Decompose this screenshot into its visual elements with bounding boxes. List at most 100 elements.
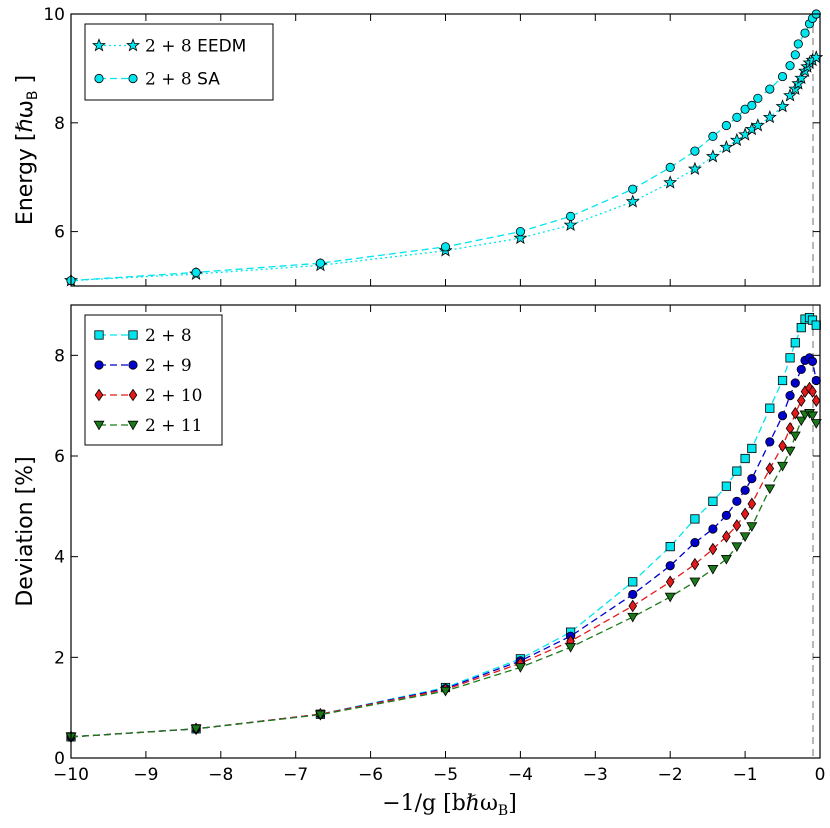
data-point [784, 446, 796, 457]
data-point [708, 524, 718, 534]
legend-box [84, 314, 223, 446]
data-point [777, 71, 788, 82]
data-point [732, 112, 742, 122]
data-point [708, 496, 718, 506]
data-point [625, 194, 640, 208]
data-point [794, 70, 809, 85]
data-point [777, 461, 789, 472]
data-point [690, 537, 700, 548]
data-point [790, 338, 800, 348]
panel-top: 6 8 10 Energy [ℏωB ] 2 + 8 EEDM 2 + 8 SA [13, 5, 824, 287]
legend-label: 2 + 8 EEDM [145, 37, 246, 57]
data-point [809, 50, 824, 64]
y-tick-label: 2 [54, 648, 65, 668]
data-point [722, 530, 731, 543]
legend-marker [128, 388, 138, 402]
data-point [628, 599, 638, 613]
data-point [778, 439, 787, 453]
data-point [783, 88, 798, 102]
data-point [796, 364, 806, 375]
data-point [765, 437, 775, 447]
data-point [765, 84, 775, 94]
data-point [563, 217, 578, 232]
data-point [665, 542, 675, 552]
y-tick-label: 0 [54, 749, 65, 769]
data-point [721, 510, 731, 520]
data-point [750, 118, 765, 132]
data-point [440, 242, 451, 252]
y-tick-label: 8 [54, 114, 65, 134]
data-point [732, 519, 742, 532]
y-tick-label: 8 [54, 346, 65, 366]
data-point [808, 385, 817, 398]
y-tick-label: 6 [54, 223, 65, 243]
data-point [790, 406, 800, 420]
data-point [777, 375, 788, 386]
data-point [796, 394, 806, 407]
data-point [565, 643, 577, 653]
legend-label: 2 + 8 SA [145, 70, 220, 90]
legend-marker [127, 420, 139, 431]
data-point [191, 267, 201, 277]
data-point [190, 724, 202, 735]
data-point [705, 149, 720, 163]
data-point [664, 592, 676, 603]
data-point [690, 514, 700, 524]
data-point [663, 175, 678, 189]
data-point [440, 686, 451, 697]
legend-marker [94, 73, 104, 84]
data-point [687, 161, 702, 175]
data-point [719, 139, 734, 154]
data-point [753, 93, 763, 103]
x-axis-label: −1/g [bℏωB] [382, 791, 517, 819]
data-point [796, 323, 806, 333]
legend-marker [128, 73, 138, 84]
legend-label: 2 + 10 [145, 386, 203, 406]
data-point [800, 28, 810, 38]
data-point [689, 577, 701, 588]
legend: 2 + 8 2 + 9 2 + 10 2 + 11 [84, 314, 223, 446]
data-point [732, 466, 742, 476]
x-tick-label: −6 [358, 765, 383, 785]
series-2-11 [65, 409, 822, 743]
x-tick-label: −4 [508, 765, 533, 785]
legend-marker [92, 38, 106, 52]
data-point [731, 542, 743, 553]
data-point [747, 497, 757, 511]
y-axis-label: Deviation [%] [13, 456, 38, 606]
x-tick-label: −5 [433, 765, 458, 785]
data-point [785, 353, 795, 363]
x-tick-label: −8 [208, 765, 233, 785]
y-tick-label: 10 [43, 5, 65, 25]
data-point [811, 375, 821, 386]
legend-marker [128, 330, 138, 340]
data-point [690, 146, 700, 156]
legend-marker [94, 360, 104, 370]
data-point [739, 532, 751, 542]
data-point [777, 411, 788, 421]
legend-marker [94, 330, 104, 340]
data-point [708, 542, 718, 556]
data-point [790, 378, 800, 388]
data-point [513, 230, 528, 245]
x-tick-label: −1 [733, 765, 758, 785]
data-point [790, 50, 800, 60]
data-point [565, 211, 576, 221]
legend-label: 2 + 8 [145, 326, 192, 346]
x-tick-label: −3 [583, 765, 608, 785]
y-axis-label: Energy [ℏωB ] [13, 75, 41, 225]
data-point [729, 132, 744, 147]
legend-label: 2 + 9 [145, 356, 192, 376]
data-point [721, 481, 731, 491]
legend-box [84, 23, 274, 101]
legend-marker [94, 388, 104, 402]
x-tick-label: −2 [658, 765, 683, 785]
data-point [740, 507, 750, 521]
y-tick-label: 6 [54, 447, 65, 467]
data-point [314, 710, 326, 721]
y-tick-label: 4 [54, 548, 65, 568]
data-point [789, 431, 801, 442]
data-point [746, 522, 758, 532]
data-point [811, 394, 821, 407]
